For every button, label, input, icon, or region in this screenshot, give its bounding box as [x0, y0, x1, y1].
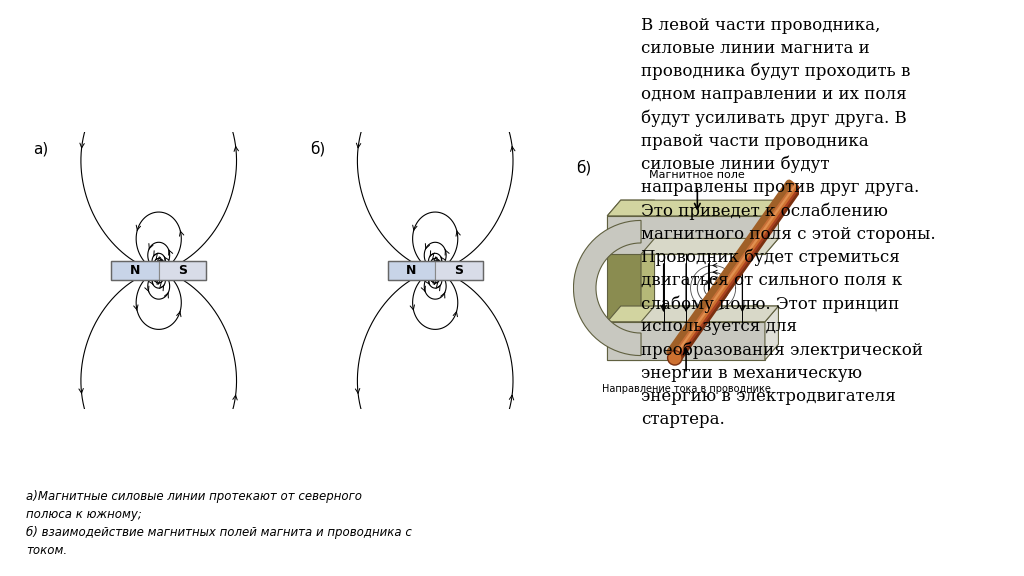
Text: В левой части проводника,
силовые линии магнита и
проводника будут проходить в
о: В левой части проводника, силовые линии …: [641, 17, 936, 427]
Text: а)Магнитные силовые линии протекают от северного
полюса к южному;
б) взаимодейст: а)Магнитные силовые линии протекают от с…: [27, 490, 412, 557]
FancyBboxPatch shape: [435, 262, 482, 281]
Text: S: S: [178, 264, 187, 277]
Polygon shape: [765, 200, 778, 254]
Polygon shape: [607, 322, 765, 360]
FancyBboxPatch shape: [388, 262, 435, 281]
Polygon shape: [765, 306, 778, 360]
Text: Направление тока в проводнике: Направление тока в проводнике: [602, 384, 770, 395]
Text: S: S: [455, 264, 464, 277]
Polygon shape: [573, 221, 641, 355]
FancyBboxPatch shape: [159, 262, 206, 281]
Polygon shape: [607, 200, 778, 216]
Text: N: N: [130, 264, 140, 277]
Text: N: N: [407, 264, 417, 277]
Polygon shape: [641, 306, 778, 322]
Text: б): б): [310, 141, 326, 157]
Polygon shape: [641, 238, 778, 254]
Polygon shape: [607, 216, 641, 360]
FancyBboxPatch shape: [112, 262, 159, 281]
Polygon shape: [607, 216, 765, 254]
Text: Магнитное поле: Магнитное поле: [649, 170, 745, 180]
Polygon shape: [607, 306, 778, 322]
Text: б): б): [575, 160, 591, 175]
Circle shape: [668, 351, 682, 365]
Text: а): а): [34, 141, 49, 156]
Polygon shape: [641, 200, 654, 360]
Polygon shape: [607, 200, 654, 216]
